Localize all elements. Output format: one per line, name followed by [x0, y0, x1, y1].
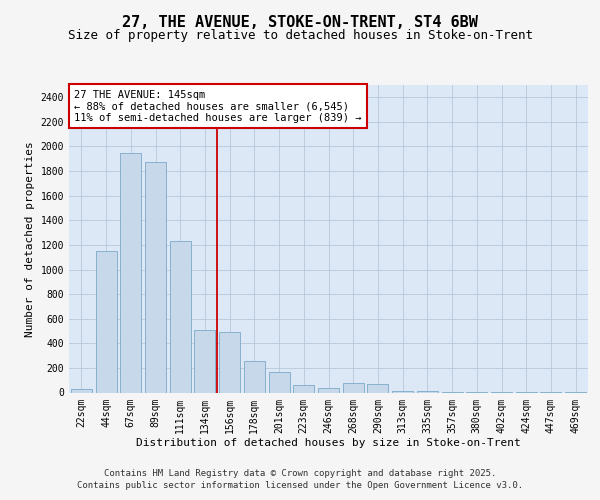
Bar [194, 330, 215, 392]
Bar [392, 390, 413, 392]
Bar [145, 162, 166, 392]
Bar [244, 360, 265, 392]
X-axis label: Distribution of detached houses by size in Stoke-on-Trent: Distribution of detached houses by size … [136, 438, 521, 448]
Bar [417, 391, 438, 392]
Bar [95, 251, 116, 392]
Text: Size of property relative to detached houses in Stoke-on-Trent: Size of property relative to detached ho… [67, 28, 533, 42]
Bar [219, 332, 240, 392]
Y-axis label: Number of detached properties: Number of detached properties [25, 141, 35, 336]
Bar [367, 384, 388, 392]
Bar [318, 388, 339, 392]
Bar [269, 372, 290, 392]
Bar [293, 384, 314, 392]
Text: 27 THE AVENUE: 145sqm
← 88% of detached houses are smaller (6,545)
11% of semi-d: 27 THE AVENUE: 145sqm ← 88% of detached … [74, 90, 362, 123]
Text: Contains public sector information licensed under the Open Government Licence v3: Contains public sector information licen… [77, 482, 523, 490]
Bar [71, 389, 92, 392]
Bar [343, 382, 364, 392]
Text: Contains HM Land Registry data © Crown copyright and database right 2025.: Contains HM Land Registry data © Crown c… [104, 470, 496, 478]
Text: 27, THE AVENUE, STOKE-ON-TRENT, ST4 6BW: 27, THE AVENUE, STOKE-ON-TRENT, ST4 6BW [122, 15, 478, 30]
Bar [170, 241, 191, 392]
Bar [120, 152, 141, 392]
